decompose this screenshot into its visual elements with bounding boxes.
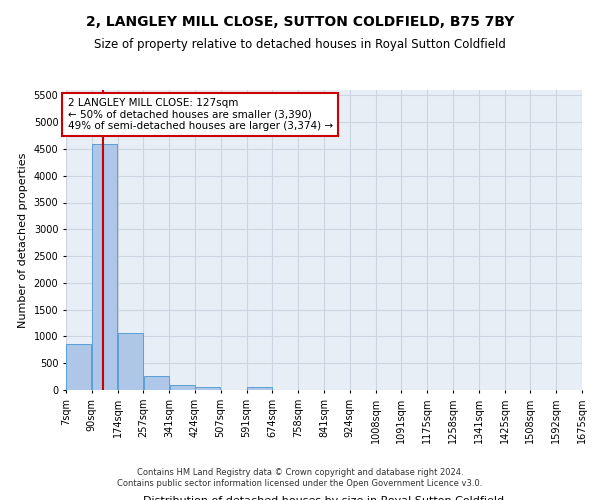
- Text: 2, LANGLEY MILL CLOSE, SUTTON COLDFIELD, B75 7BY: 2, LANGLEY MILL CLOSE, SUTTON COLDFIELD,…: [86, 15, 514, 29]
- Y-axis label: Number of detached properties: Number of detached properties: [18, 152, 28, 328]
- Bar: [118, 333, 143, 390]
- Bar: [195, 386, 220, 390]
- Bar: [92, 144, 118, 390]
- Bar: [143, 376, 169, 390]
- Text: Contains HM Land Registry data © Crown copyright and database right 2024.
Contai: Contains HM Land Registry data © Crown c…: [118, 468, 482, 487]
- Text: Size of property relative to detached houses in Royal Sutton Coldfield: Size of property relative to detached ho…: [94, 38, 506, 51]
- X-axis label: Distribution of detached houses by size in Royal Sutton Coldfield: Distribution of detached houses by size …: [143, 496, 505, 500]
- Bar: [247, 387, 272, 390]
- Text: 2 LANGLEY MILL CLOSE: 127sqm
← 50% of detached houses are smaller (3,390)
49% of: 2 LANGLEY MILL CLOSE: 127sqm ← 50% of de…: [68, 98, 332, 131]
- Bar: [66, 344, 91, 390]
- Bar: [170, 386, 195, 390]
